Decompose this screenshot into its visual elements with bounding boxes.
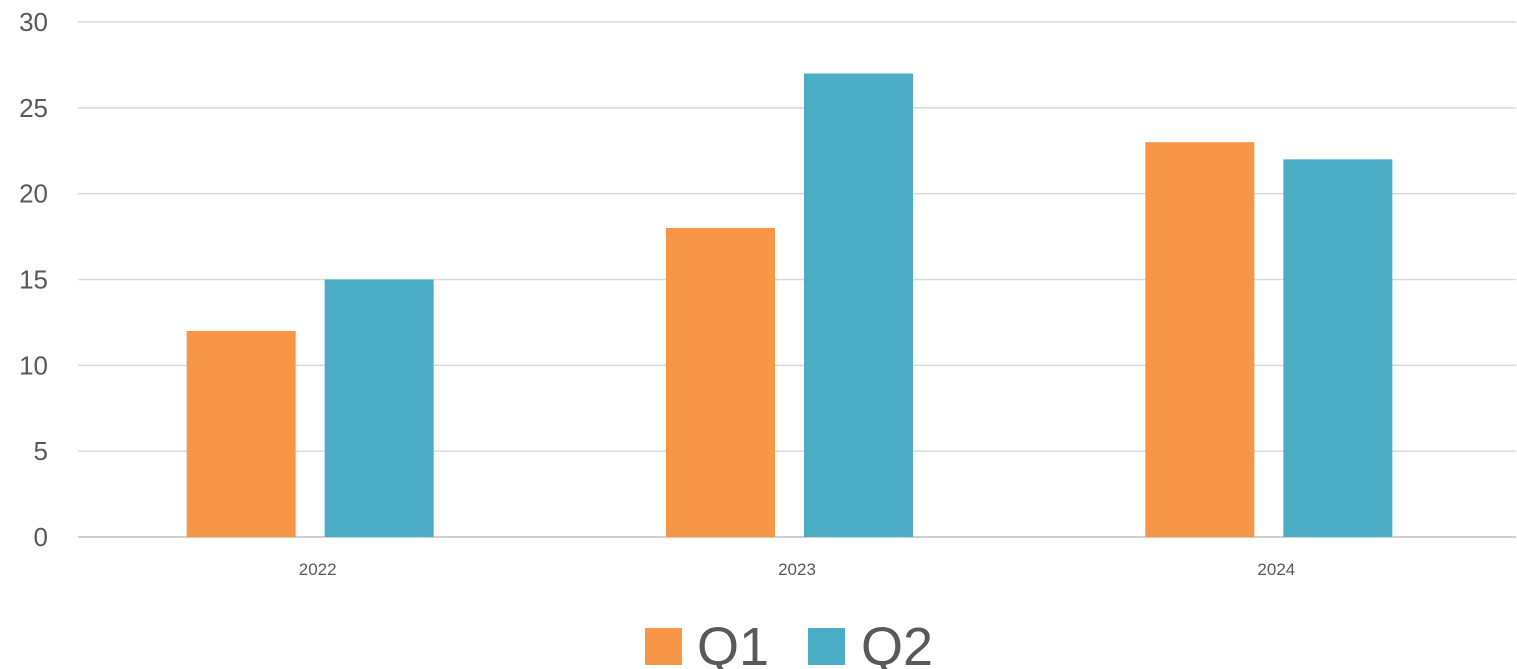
- legend-swatch-q2: [808, 628, 845, 665]
- bar-q1-2023: [666, 228, 775, 537]
- legend-label-q2: Q2: [861, 617, 933, 669]
- legend: Q1 Q2: [645, 617, 933, 669]
- legend-swatch-q1: [645, 628, 682, 665]
- y-tick-label: 10: [19, 350, 48, 380]
- x-tick-label: 2023: [778, 560, 816, 579]
- x-axis-tick-labels: 2022 2023 2024: [299, 560, 1295, 579]
- y-tick-label: 15: [19, 265, 48, 295]
- x-tick-label: 2024: [1257, 560, 1295, 579]
- bars: [186, 73, 1393, 538]
- legend-label-q1: Q1: [697, 617, 769, 669]
- y-tick-label: 20: [19, 179, 48, 209]
- bar-q2-2024: [1283, 159, 1393, 538]
- gridlines: [78, 21, 1516, 538]
- y-tick-label: 5: [34, 436, 48, 466]
- bar-q1-2024: [1145, 142, 1255, 537]
- y-tick-label: 0: [34, 522, 48, 552]
- bar-q2-2023: [804, 73, 913, 537]
- y-axis-tick-labels: 0 5 10 15 20 25 30: [19, 7, 48, 552]
- bar-q1-2022: [186, 331, 296, 537]
- x-tick-label: 2022: [299, 560, 337, 579]
- y-tick-label: 25: [19, 93, 48, 123]
- bar-q2-2022: [324, 279, 434, 537]
- y-tick-label: 30: [19, 7, 48, 37]
